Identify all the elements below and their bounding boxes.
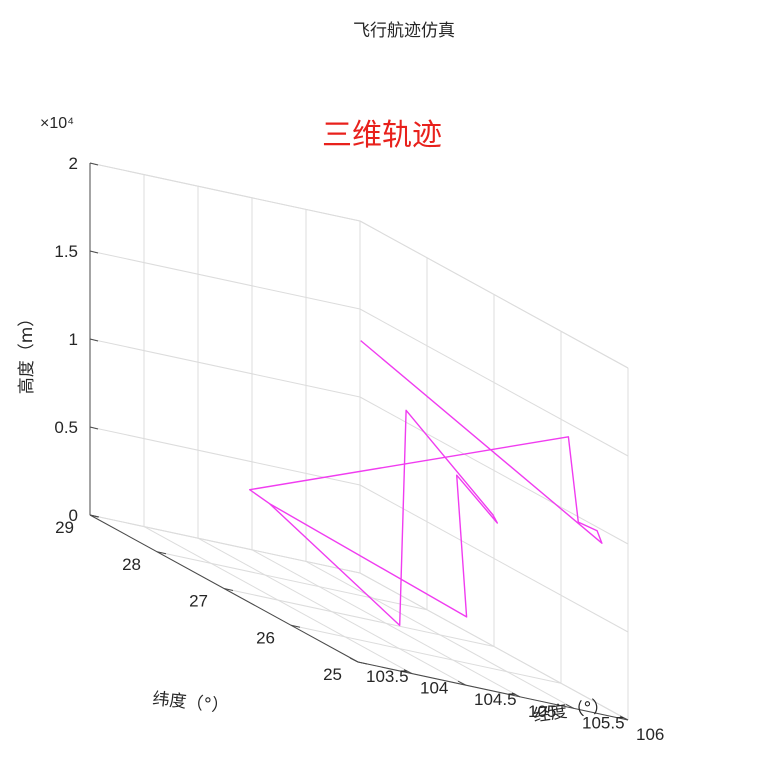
- trajectory-line-0: [249, 340, 603, 627]
- y-tick-label: 27: [189, 592, 208, 611]
- y-tick-label: 25: [323, 665, 342, 684]
- z-tick-label: 1: [69, 330, 78, 349]
- x-tick: [457, 680, 467, 686]
- x-tick-label: 103.5: [366, 667, 409, 686]
- wall-grid-z2: [89, 338, 361, 398]
- x-tick: [349, 657, 359, 663]
- y-tick: [156, 551, 167, 555]
- z-tick-label: 0: [69, 506, 78, 525]
- x-tick: [619, 715, 629, 721]
- z-tick: [89, 162, 99, 166]
- top-rim: [89, 162, 361, 222]
- axes: [89, 162, 629, 721]
- floor-grid-y: [223, 588, 495, 647]
- wall-grid-z: [359, 396, 629, 545]
- x-axis-line: [357, 661, 629, 721]
- x-tick-label: 105.5: [582, 713, 625, 732]
- y-tick: [223, 588, 234, 591]
- z-tick: [89, 250, 99, 254]
- y-tick: [357, 661, 368, 665]
- x-tick: [511, 692, 521, 698]
- y-tick-label: 29: [55, 518, 74, 537]
- wall-grid-z2: [89, 250, 361, 310]
- floor-grid-y: [156, 551, 428, 611]
- z-tick-label: 0.5: [54, 418, 78, 437]
- wall-grid-z: [359, 308, 629, 457]
- x-tick-label: 104.5: [474, 690, 517, 709]
- x-tick: [403, 669, 413, 675]
- wall-grid-z2: [89, 514, 361, 574]
- y-tick-label: 28: [122, 555, 141, 574]
- y-axis-label: 纬度（°）: [151, 689, 229, 717]
- annotation-text: 三维轨迹: [322, 118, 442, 153]
- y-tick: [290, 624, 301, 628]
- grid-lines: [89, 162, 629, 721]
- x-tick-label: 105: [528, 702, 556, 721]
- y-tick-label: 26: [256, 628, 275, 647]
- tick-labels: 0 0.5 1 1.5 2 25 26 27 28 29 103.5 104 104.5 105 105.5…: [54, 154, 664, 744]
- x-tick: [565, 703, 575, 709]
- z-tick: [89, 338, 99, 342]
- z-exponent: ×10⁴: [40, 115, 74, 132]
- y-tick: [89, 514, 100, 518]
- x-tick-label: 104: [420, 679, 448, 698]
- wall-grid-z: [359, 572, 629, 721]
- wall-grid-z2: [89, 426, 361, 486]
- z-tick-label: 2: [69, 154, 78, 173]
- top-rim: [359, 220, 629, 369]
- z-axis-label: 高度（m）: [17, 310, 37, 395]
- wall-grid-z: [359, 484, 629, 633]
- floor-grid-y: [290, 624, 562, 684]
- chart-title: 飞行航迹仿真: [353, 21, 455, 41]
- z-tick: [89, 426, 99, 430]
- x-tick-label: 106: [636, 725, 664, 744]
- trajectory-series: [249, 340, 603, 627]
- z-tick-label: 1.5: [54, 242, 78, 261]
